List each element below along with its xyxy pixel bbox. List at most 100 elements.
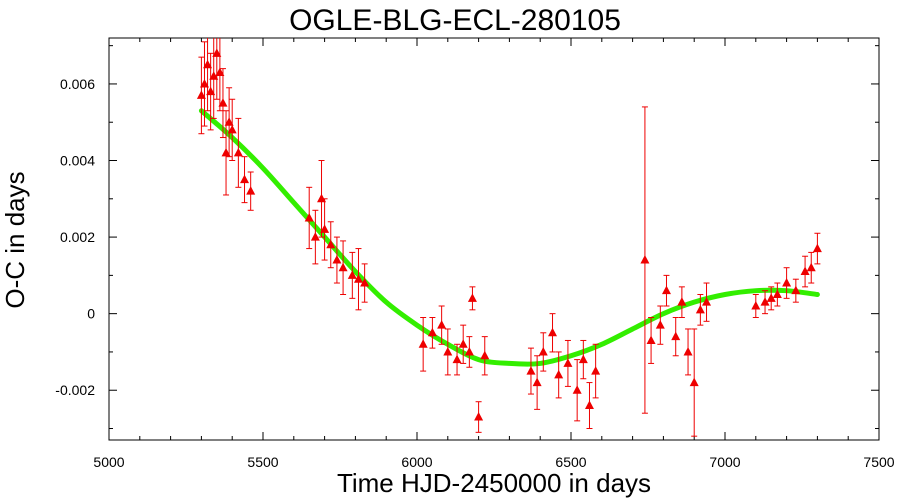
data-point [317, 160, 327, 238]
point-marker [224, 117, 234, 126]
point-marker [548, 327, 558, 337]
point-marker [317, 193, 327, 203]
data-point [215, 38, 225, 112]
point-marker [591, 366, 601, 375]
data-point [554, 351, 564, 399]
data-point [209, 38, 219, 119]
point-marker [683, 346, 693, 356]
data-point [212, 38, 222, 100]
y-tick-label: 0.002 [60, 229, 95, 245]
point-marker [206, 86, 216, 96]
point-marker [246, 186, 256, 195]
data-point [338, 240, 348, 296]
data-point [199, 41, 209, 127]
data-point [677, 286, 687, 318]
data-points-layer [196, 38, 822, 437]
point-marker [800, 266, 810, 276]
data-point [206, 52, 216, 131]
point-marker [320, 224, 330, 233]
data-point [689, 328, 699, 437]
data-point [360, 263, 370, 303]
data-point [526, 347, 536, 395]
data-point [452, 343, 462, 376]
data-point [240, 156, 250, 204]
y-tick-label: 0 [87, 306, 95, 322]
point-marker [772, 289, 782, 299]
data-point [760, 290, 770, 315]
point-marker [655, 320, 665, 329]
data-point [218, 68, 228, 139]
axis-ticks [108, 38, 880, 440]
data-point [661, 274, 671, 307]
data-point [782, 267, 792, 299]
data-point [474, 401, 484, 433]
data-point [766, 286, 776, 311]
point-marker [221, 147, 231, 157]
point-marker [427, 327, 437, 337]
data-point [772, 282, 782, 307]
point-marker [782, 278, 792, 287]
point-marker [538, 346, 548, 356]
point-marker [360, 278, 370, 287]
data-point [326, 221, 336, 269]
data-point [227, 98, 237, 162]
point-marker [760, 297, 770, 306]
data-point [480, 336, 490, 376]
data-point [203, 38, 213, 112]
data-point [655, 305, 665, 345]
point-marker [443, 346, 453, 356]
data-point [320, 198, 330, 261]
x-tick-label: 5500 [247, 454, 278, 470]
data-point [538, 332, 548, 372]
point-marker [240, 174, 250, 184]
data-point [427, 316, 437, 349]
point-marker [695, 304, 705, 314]
data-point [578, 339, 588, 380]
data-point [563, 339, 573, 387]
point-marker [578, 354, 588, 364]
x-tick-label: 7000 [709, 454, 740, 470]
point-marker [532, 377, 542, 387]
data-point [812, 232, 822, 265]
point-marker [467, 293, 477, 302]
data-point [353, 248, 363, 311]
point-marker [196, 90, 206, 99]
data-point [437, 305, 447, 345]
data-point [646, 316, 656, 364]
point-marker [474, 412, 484, 421]
point-marker [702, 297, 712, 306]
point-marker [332, 255, 342, 264]
x-axis-label: Time HJD-2450000 in days [337, 468, 651, 498]
point-marker [640, 255, 650, 264]
data-point [196, 56, 206, 135]
y-tick-label: 0.006 [60, 76, 95, 92]
point-marker [353, 274, 363, 283]
data-point [751, 294, 761, 318]
point-marker [347, 270, 357, 279]
point-marker [203, 59, 213, 69]
data-point [702, 282, 712, 322]
x-tick-label: 7500 [863, 454, 894, 470]
data-point [464, 336, 474, 368]
fit-curve-layer [198, 108, 820, 367]
point-marker [437, 320, 447, 329]
point-marker [209, 71, 219, 80]
data-point [806, 251, 816, 284]
data-point [671, 316, 681, 357]
chart-title: OGLE-BLG-ECL-280105 [289, 4, 621, 37]
point-marker [751, 301, 761, 310]
point-marker [689, 377, 699, 387]
point-marker [671, 331, 681, 341]
data-point [347, 251, 357, 299]
point-marker [677, 297, 687, 306]
point-marker [212, 48, 222, 57]
data-point [458, 324, 468, 364]
plot-frame [108, 37, 880, 441]
point-marker [227, 124, 237, 134]
data-point [695, 294, 705, 326]
data-point [800, 255, 810, 288]
data-point [332, 236, 342, 284]
y-tick-label: -0.002 [55, 382, 95, 398]
point-marker [418, 339, 428, 348]
data-point [548, 313, 558, 353]
